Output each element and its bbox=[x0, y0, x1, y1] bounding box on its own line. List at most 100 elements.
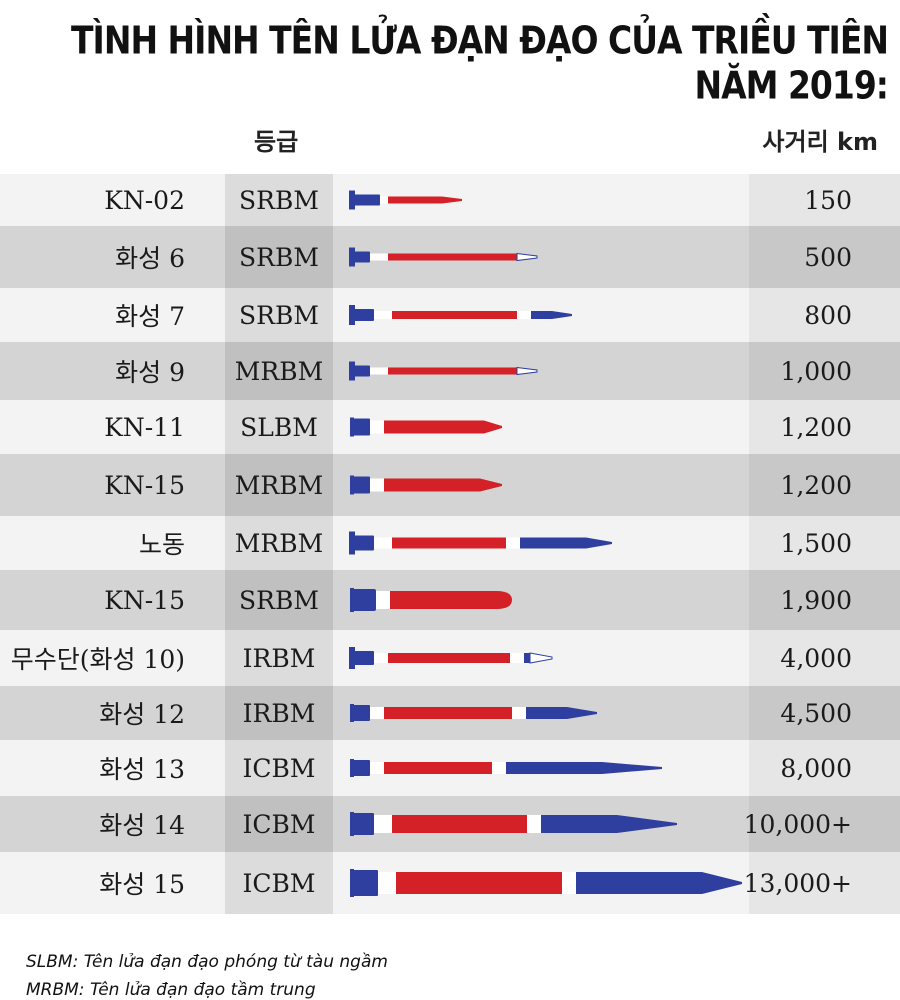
class-cell-bg bbox=[225, 454, 333, 516]
missile-fin bbox=[350, 588, 354, 612]
missile-range: 1,900 bbox=[780, 585, 852, 615]
missile-icon bbox=[349, 190, 462, 210]
missile-body bbox=[384, 707, 512, 719]
missile-name: 화성 14 bbox=[99, 811, 185, 840]
missile-body bbox=[392, 815, 527, 833]
range-cell-bg bbox=[749, 796, 900, 852]
table-row: 노동 MRBM 1,500 bbox=[0, 516, 900, 570]
missile-stripe bbox=[376, 591, 390, 609]
missile-fin bbox=[349, 647, 355, 669]
range-cell-bg bbox=[749, 740, 900, 796]
missile-range: 4,500 bbox=[780, 698, 852, 728]
missile-front bbox=[541, 815, 617, 833]
missile-name: 무수단(화성 10) bbox=[10, 645, 185, 674]
missile-range: 10,000+ bbox=[743, 809, 852, 839]
missile-range: 150 bbox=[804, 185, 852, 215]
missile-stripe bbox=[370, 253, 388, 261]
missile-body bbox=[388, 653, 510, 663]
missile-class: MRBM bbox=[234, 470, 324, 500]
range-cell-bg bbox=[749, 516, 900, 570]
missile-body bbox=[384, 762, 492, 774]
missile-name: 노동 bbox=[138, 530, 185, 559]
missile-nose bbox=[442, 196, 462, 204]
missile-name: 화성 9 bbox=[115, 358, 185, 387]
missile-icon bbox=[349, 361, 538, 381]
missile-stripe bbox=[562, 872, 576, 894]
missile-icon bbox=[350, 417, 502, 437]
missile-class: SRBM bbox=[239, 242, 319, 272]
missile-tail bbox=[352, 251, 370, 263]
missile-class: MRBM bbox=[234, 528, 324, 558]
missile-stripe bbox=[512, 707, 526, 719]
missile-fin bbox=[350, 869, 354, 897]
table-row: 무수단(화성 10) IRBM 4,000 bbox=[0, 630, 900, 686]
missile-class: SLBM bbox=[240, 412, 318, 442]
range-cell-bg bbox=[749, 174, 900, 226]
missile-fin bbox=[349, 531, 355, 555]
missile-nose bbox=[484, 420, 502, 434]
missile-icon bbox=[349, 305, 572, 325]
class-cell-bg bbox=[225, 852, 333, 914]
missile-icon bbox=[350, 759, 662, 777]
page-title: TÌNH HÌNH TÊN LỬA ĐẠN ĐẠO CỦA TRIỀU TIÊN… bbox=[71, 18, 889, 108]
missile-class: MRBM bbox=[234, 356, 324, 386]
missile-icon bbox=[349, 247, 538, 267]
missile-stripe bbox=[506, 537, 520, 549]
class-cell-bg bbox=[225, 174, 333, 226]
missile-range: 1,200 bbox=[780, 470, 852, 500]
missile-nose bbox=[586, 537, 612, 549]
class-cell-bg bbox=[225, 516, 333, 570]
footnote-mrbm: MRBM: Tên lửa đạn đạo tầm trung bbox=[26, 980, 316, 1000]
missile-nose bbox=[480, 478, 502, 492]
table-row: 화성 7 SRBM 800 bbox=[0, 288, 900, 342]
missile-stripe bbox=[510, 653, 524, 663]
missile-nose bbox=[552, 311, 572, 319]
missile-name: 화성 7 bbox=[115, 302, 185, 331]
missile-tail bbox=[352, 418, 370, 436]
missile-tail bbox=[352, 365, 370, 377]
table-row: 화성 12 IRBM 4,500 bbox=[0, 686, 900, 740]
missile-range: 1,500 bbox=[780, 528, 852, 558]
table-row: KN-11 SLBM 1,200 bbox=[0, 400, 900, 454]
missile-fin bbox=[350, 704, 354, 722]
missile-icon bbox=[350, 588, 512, 612]
missile-name: 화성 15 bbox=[99, 870, 185, 899]
missile-range: 500 bbox=[804, 242, 852, 272]
class-cell-bg bbox=[225, 570, 333, 630]
missile-fin bbox=[350, 475, 354, 495]
missile-nose bbox=[516, 252, 538, 262]
missile-name: 화성 6 bbox=[115, 244, 185, 273]
missile-nose bbox=[516, 366, 538, 376]
missile-stripe bbox=[517, 311, 531, 319]
missile-tail bbox=[352, 651, 374, 665]
missile-stripe bbox=[370, 367, 388, 375]
missile-range: 800 bbox=[804, 300, 852, 330]
missile-tail bbox=[352, 705, 370, 721]
table-row: 화성 9 MRBM 1,000 bbox=[0, 342, 900, 400]
missile-stripe bbox=[370, 478, 384, 492]
missile-range: 13,000+ bbox=[743, 868, 852, 898]
missile-stripe bbox=[370, 762, 384, 774]
missile-stripe bbox=[380, 196, 388, 204]
missile-nose bbox=[702, 872, 742, 894]
missile-icon bbox=[350, 812, 677, 836]
missile-stripe bbox=[374, 537, 392, 549]
missile-icon bbox=[349, 647, 553, 669]
missile-name: 화성 12 bbox=[99, 700, 185, 729]
class-cell-bg bbox=[225, 686, 333, 740]
missile-body bbox=[392, 537, 506, 549]
missile-tail bbox=[352, 813, 374, 835]
missile-tail bbox=[352, 535, 374, 551]
missile-class: SRBM bbox=[239, 185, 319, 215]
missile-body bbox=[390, 591, 496, 609]
missile-body bbox=[396, 872, 562, 894]
missile-tail bbox=[352, 589, 376, 611]
range-cell-bg bbox=[749, 570, 900, 630]
missile-front bbox=[576, 872, 702, 894]
range-cell-bg bbox=[749, 454, 900, 516]
missile-name: KN-15 bbox=[104, 585, 185, 615]
missile-stripe bbox=[492, 762, 506, 774]
class-cell-bg bbox=[225, 796, 333, 852]
table-row: 화성 15 ICBM 13,000+ bbox=[0, 852, 900, 914]
missile-nose bbox=[529, 652, 553, 664]
